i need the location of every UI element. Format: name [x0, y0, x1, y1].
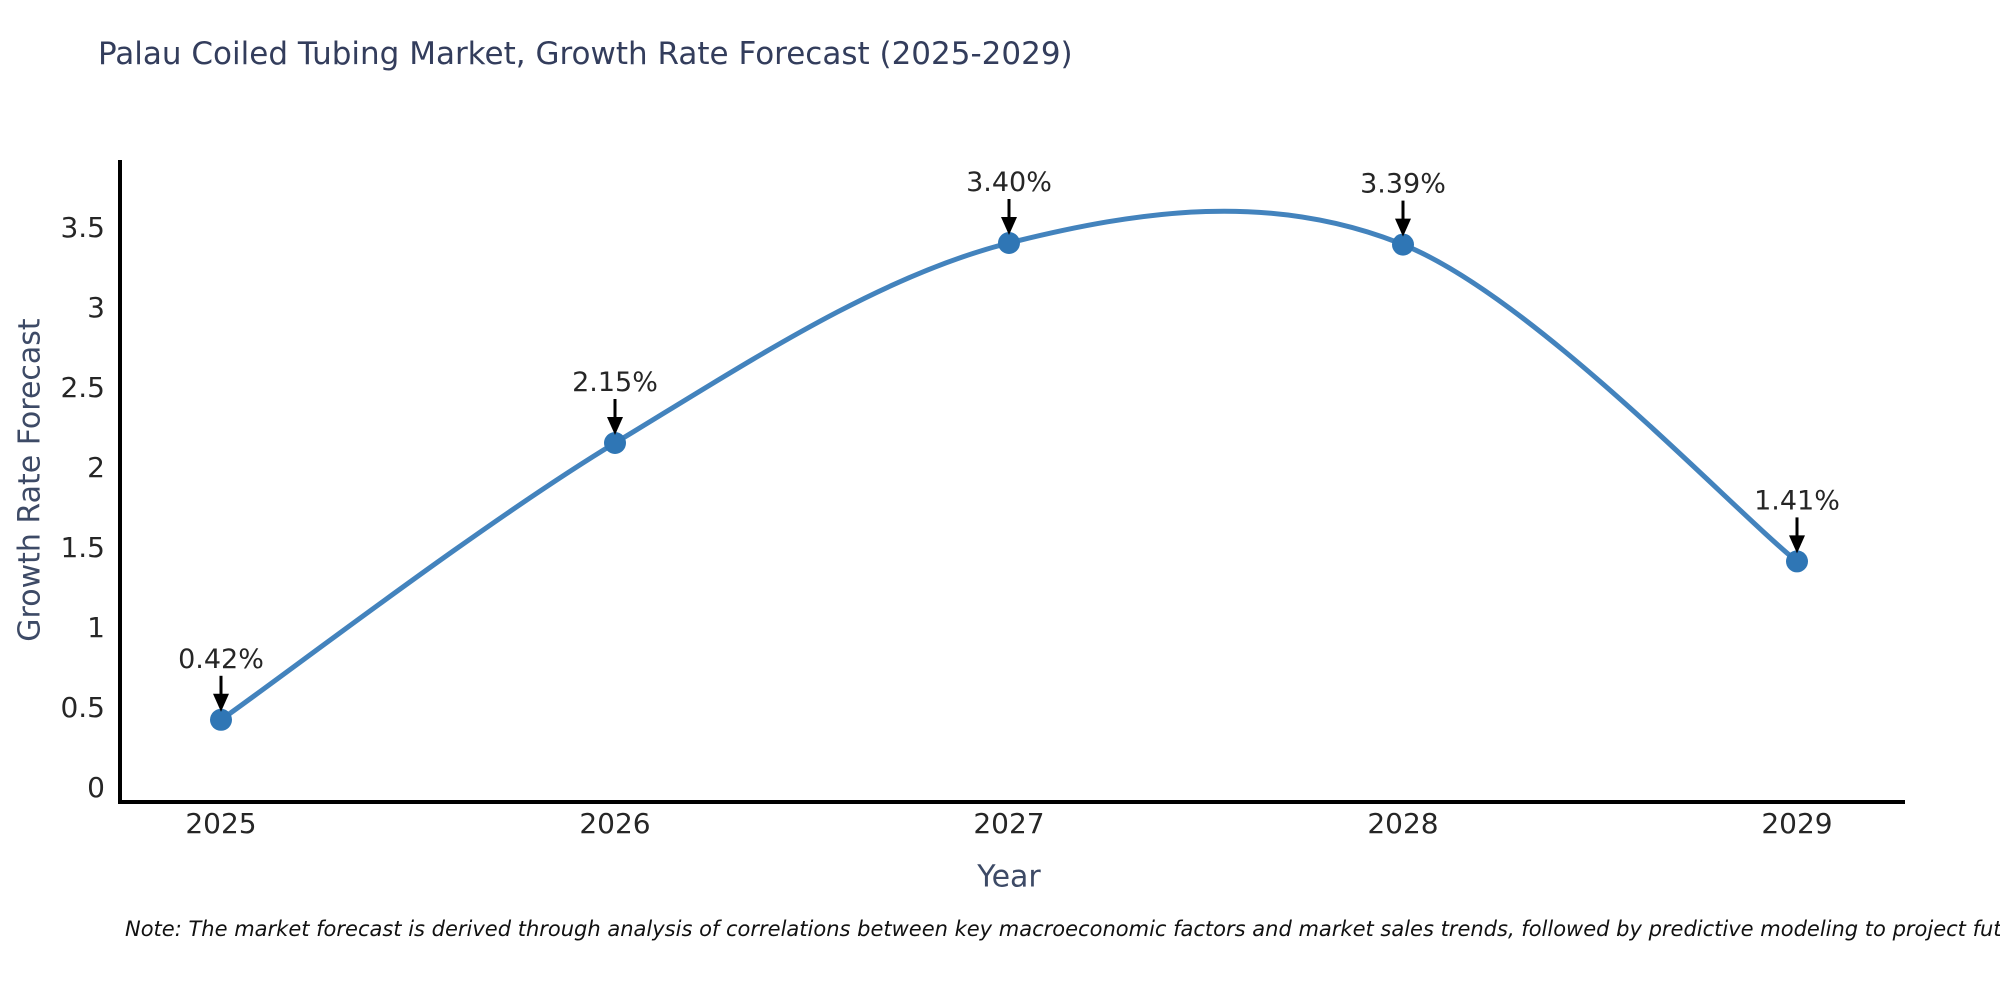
x-axis-title: Year: [977, 859, 1041, 895]
data-point-2026: [604, 432, 626, 454]
y-tick-label: 2: [87, 451, 105, 484]
x-tick-label: 2029: [1761, 807, 1832, 840]
series-line: [218, 208, 1800, 723]
y-tick-label: 2.5: [60, 371, 105, 404]
annotation-label: 0.42%: [178, 644, 264, 675]
annotation-arrowhead: [1001, 217, 1017, 235]
y-tick-label: 1: [87, 611, 105, 644]
annotation-label: 3.39%: [1360, 169, 1446, 200]
annotation-arrowhead: [1395, 218, 1411, 237]
annotation-label: 3.40%: [966, 167, 1052, 198]
y-tick-label: 0: [87, 771, 105, 804]
y-tick-label: 3.5: [60, 211, 105, 244]
y-axis-title: Growth Rate Forecast: [12, 318, 48, 642]
x-tick-label: 2027: [973, 807, 1044, 840]
y-tick-label: 3: [87, 291, 105, 324]
x-tick-label: 2025: [185, 807, 256, 840]
x-tick-label: 2028: [1367, 807, 1438, 840]
data-point-2027: [998, 232, 1020, 254]
x-tick-label: 2026: [579, 807, 650, 840]
annotation-arrowhead: [607, 417, 623, 435]
y-tick-label: 0.5: [60, 691, 105, 724]
data-point-2029: [1786, 550, 1808, 573]
annotation-arrowhead: [213, 693, 229, 712]
y-tick-label: 1.5: [60, 531, 105, 564]
data-point-2025: [210, 708, 232, 731]
footnote: Note: The market forecast is derived thr…: [125, 917, 2000, 941]
annotation-label: 1.41%: [1754, 485, 1840, 516]
annotation-arrowhead: [1789, 535, 1805, 554]
data-point-2028: [1392, 233, 1414, 256]
annotation-label: 2.15%: [572, 367, 658, 398]
chart-title: Palau Coiled Tubing Market, Growth Rate …: [98, 36, 1073, 72]
